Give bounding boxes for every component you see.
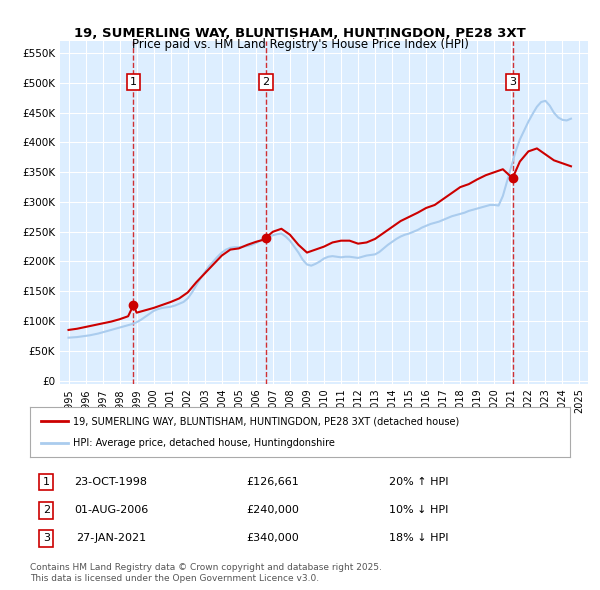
Text: 20% ↑ HPI: 20% ↑ HPI bbox=[389, 477, 449, 487]
Text: HPI: Average price, detached house, Huntingdonshire: HPI: Average price, detached house, Hunt… bbox=[73, 438, 335, 448]
Text: £340,000: £340,000 bbox=[247, 533, 299, 543]
Text: 2: 2 bbox=[43, 505, 50, 515]
Text: 3: 3 bbox=[509, 77, 516, 87]
Text: Price paid vs. HM Land Registry's House Price Index (HPI): Price paid vs. HM Land Registry's House … bbox=[131, 38, 469, 51]
Text: 19, SUMERLING WAY, BLUNTISHAM, HUNTINGDON, PE28 3XT: 19, SUMERLING WAY, BLUNTISHAM, HUNTINGDO… bbox=[74, 27, 526, 40]
Text: 27-JAN-2021: 27-JAN-2021 bbox=[76, 533, 146, 543]
Text: Contains HM Land Registry data © Crown copyright and database right 2025.
This d: Contains HM Land Registry data © Crown c… bbox=[30, 563, 382, 583]
Text: 23-OCT-1998: 23-OCT-1998 bbox=[74, 477, 148, 487]
Text: 1: 1 bbox=[43, 477, 50, 487]
Text: £240,000: £240,000 bbox=[247, 505, 299, 515]
Text: 2: 2 bbox=[262, 77, 269, 87]
Text: 18% ↓ HPI: 18% ↓ HPI bbox=[389, 533, 449, 543]
Text: 19, SUMERLING WAY, BLUNTISHAM, HUNTINGDON, PE28 3XT (detached house): 19, SUMERLING WAY, BLUNTISHAM, HUNTINGDO… bbox=[73, 416, 460, 426]
Text: 10% ↓ HPI: 10% ↓ HPI bbox=[389, 505, 448, 515]
Text: 1: 1 bbox=[130, 77, 137, 87]
Text: £126,661: £126,661 bbox=[247, 477, 299, 487]
Text: 3: 3 bbox=[43, 533, 50, 543]
Text: 01-AUG-2006: 01-AUG-2006 bbox=[74, 505, 148, 515]
